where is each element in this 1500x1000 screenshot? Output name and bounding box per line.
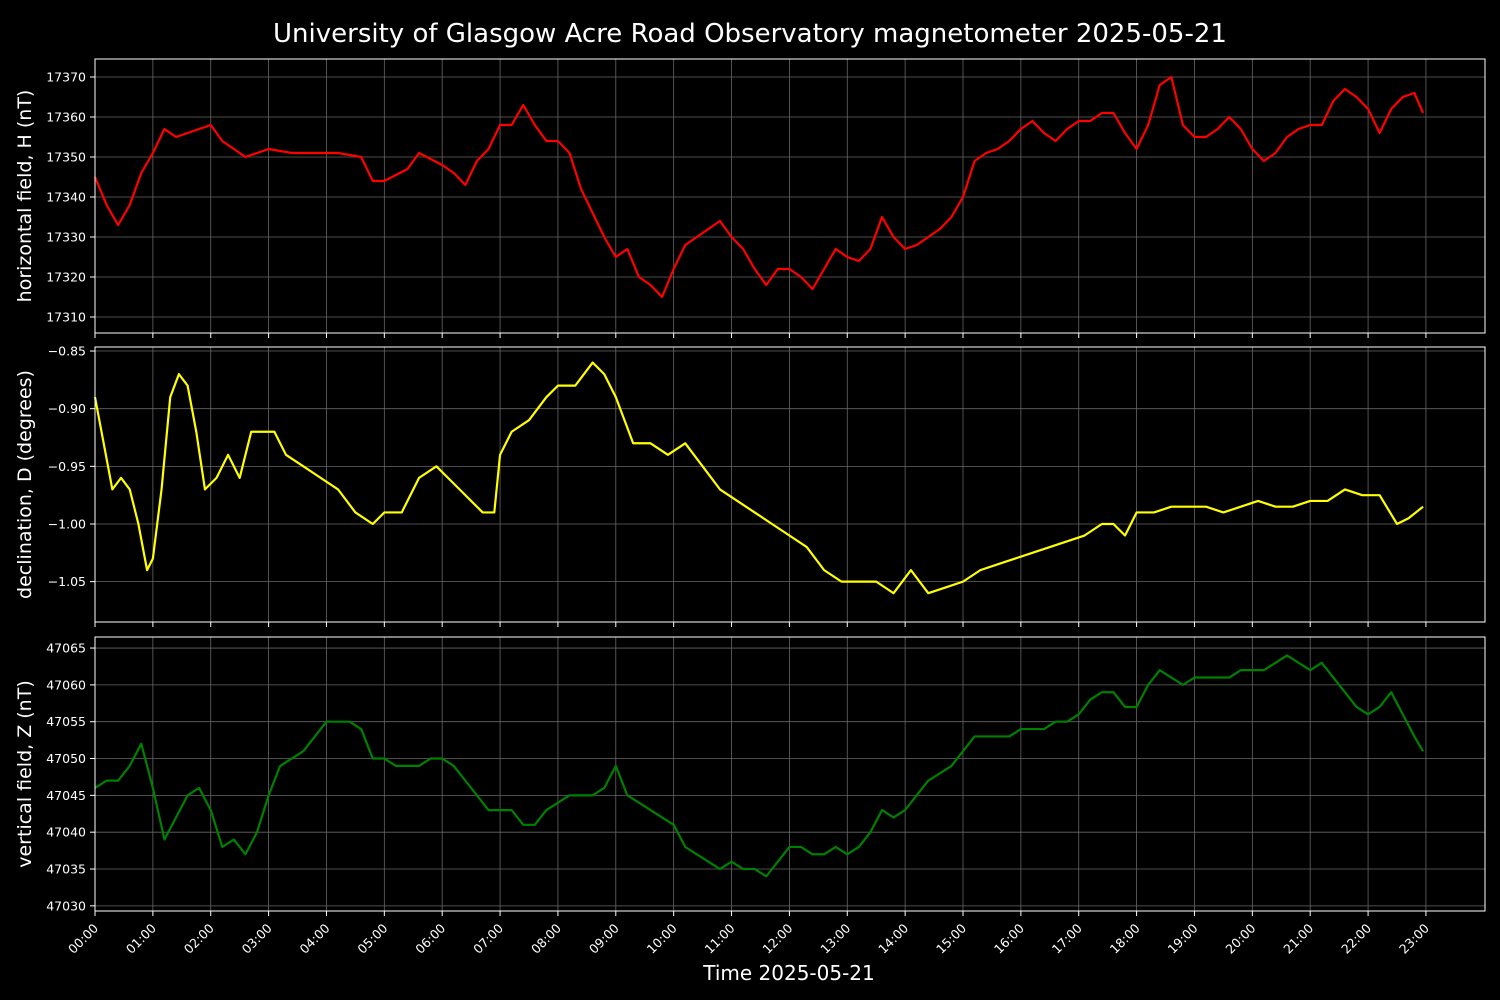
y-tick-label: 17330 <box>46 230 86 245</box>
panel-2: −1.05 −1.00 −0.95 −0.90 −0.85 declination, D … <box>14 344 1486 627</box>
axes-frame <box>94 58 1486 334</box>
y-tick-label: 47045 <box>46 788 86 803</box>
series-line-panel-3 <box>94 654 1424 878</box>
y-tick-label: −1.00 <box>48 516 86 531</box>
axes-frame <box>94 346 1486 623</box>
y-tick-label: 47050 <box>46 751 86 766</box>
series-line-panel-2 <box>93 361 1424 595</box>
y-tick-label: 17310 <box>46 310 86 325</box>
y-tick-label: 17350 <box>46 150 86 165</box>
chart-title: University of Glasgow Acre Road Observat… <box>273 19 1227 49</box>
y-tick-label: 47065 <box>46 641 86 656</box>
series-line-panel-1 <box>93 75 1425 299</box>
y-tick-label: 17370 <box>46 70 86 85</box>
axes-frame <box>94 636 1486 912</box>
x-axis-label: Time 2025-05-21 <box>702 961 875 985</box>
y-tick-label: −0.85 <box>48 344 86 359</box>
y-tick-label: −1.05 <box>48 574 86 589</box>
y-axis-label: vertical field, Z (nT) <box>14 680 36 868</box>
y-tick-label: −0.90 <box>48 401 86 416</box>
y-tick-label: 47035 <box>46 862 86 877</box>
y-axis-label: declination, D (degrees) <box>14 370 36 599</box>
y-tick-label: 47030 <box>46 898 86 913</box>
panel-1: 17310 17320 17330 17340 17350 17360 17370 horiz… <box>14 58 1486 338</box>
y-tick-label: 17340 <box>46 190 86 205</box>
y-tick-label: 17320 <box>46 270 86 285</box>
y-axis-label: horizontal field, H (nT) <box>14 90 36 303</box>
y-tick-label: 47060 <box>46 677 86 692</box>
y-tick-label: 47040 <box>46 825 86 840</box>
y-tick-label: 17360 <box>46 110 86 125</box>
y-tick-label: −0.95 <box>48 459 86 474</box>
y-tick-label: 47055 <box>46 714 86 729</box>
